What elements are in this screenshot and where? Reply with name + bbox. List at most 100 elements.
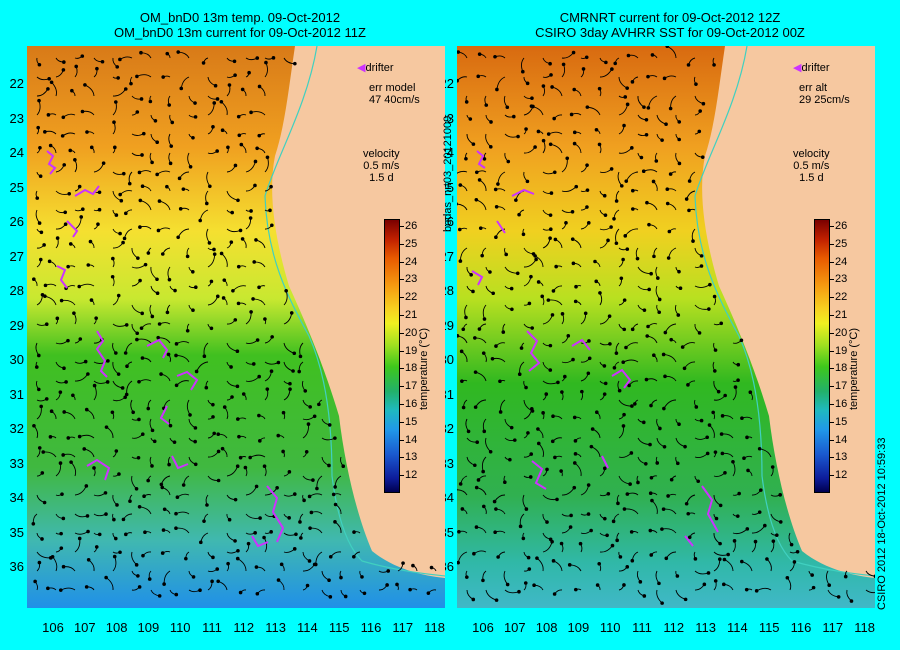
current-vector-head [810,573,814,577]
current-vector-head [645,334,650,338]
current-vector-head [120,386,125,390]
current-vector-head [202,519,206,523]
current-vector-head [255,146,259,151]
current-vector-head [714,516,719,521]
right-map-panel[interactable]: ◀drifter err alt 29 25cm/s velocity 0.5 … [457,46,875,608]
current-vector-head [770,465,775,469]
current-vector-head [83,83,87,87]
current-vector-head [173,288,177,293]
current-vector-head [469,273,473,277]
current-vector-head [165,184,169,189]
current-vector-head [684,501,689,506]
current-vector-head [707,307,711,311]
current-vector-head [174,592,179,597]
current-vector-head [572,415,577,420]
current-vector-head [140,356,145,360]
current-vector-head [488,449,493,454]
current-vector-head [697,331,702,335]
current-vector-head [152,439,157,444]
drifter-track [46,150,57,175]
current-vector-head [122,236,127,241]
left-map-panel[interactable]: ◀drifter err model 47 40cm/s velocity 0.… [27,46,445,608]
current-vector-head [198,218,203,223]
current-vector-head [712,63,716,67]
colorbar-tick-label: 22 [835,291,848,304]
current-vector-head [593,259,597,264]
colorbar-tick-mark [830,439,834,441]
current-vector-head [551,414,555,419]
current-vector-head [59,531,63,536]
current-vector-head [530,96,534,101]
current-vector-head [312,414,317,419]
current-vector-head [118,57,122,62]
current-vector-head [121,171,126,176]
current-vector-head [622,412,626,417]
current-vector-head [138,278,142,283]
current-vector-head [669,337,674,342]
current-vector-head [570,209,575,214]
current-vector-head [63,222,68,227]
current-vector-head [254,484,259,489]
current-vector-head [235,556,240,561]
current-vector-head [308,526,312,530]
current-vector-head [476,478,481,482]
current-vector-head [827,583,832,588]
current-vector-head [630,558,635,563]
latitude-label: 34 [9,490,24,505]
colorbar-tick-label: 25 [835,237,848,250]
longitude-label: 111 [632,620,652,635]
drifter-track [171,455,189,470]
current-vector-head [95,66,99,71]
longitude-label: 116 [790,620,812,635]
current-vector-head [288,381,292,386]
current-vector-head [82,447,87,451]
current-vector-head [204,201,209,206]
current-vector-head [209,279,214,284]
current-vector-head [135,74,139,79]
current-vector-head [135,337,139,342]
current-vector-head [112,517,116,522]
current-vector-head [103,491,108,495]
current-vector-head [78,337,83,341]
current-vector-head [498,379,502,384]
current-vector-head [37,221,42,225]
current-vector-head [533,145,537,149]
current-vector-head [94,545,99,549]
current-vector-head [138,225,142,229]
current-vector-head [496,555,500,559]
current-vector-head [560,390,564,394]
drifter-track [511,188,535,197]
current-vector-head [532,583,536,588]
colorbar-tick-mark [830,279,834,281]
current-vector-head [457,78,459,83]
current-vector-head [141,553,145,558]
current-vector-head [630,80,635,84]
current-vector-head [694,82,698,86]
current-vector-head [504,252,508,257]
current-vector-head [213,83,218,88]
current-vector-head [675,574,680,578]
drifter-track [251,535,269,548]
current-vector-head [281,410,286,415]
current-vector-head [211,415,215,419]
colorbar-tick-label: 15 [405,415,418,428]
current-vector-head [746,468,750,473]
current-vector-head [699,254,704,258]
current-vector-head [135,110,140,114]
current-vector-head [572,87,577,92]
current-vector-head [873,574,875,578]
current-vector-head [457,202,458,206]
current-vector-head [49,80,54,85]
current-vector-head [238,590,243,595]
current-vector-head [61,115,66,120]
current-vector-head [188,413,192,417]
current-vector-head [205,503,209,507]
current-vector-head [67,191,72,196]
current-vector-head [219,251,224,256]
colorbar-tick-label: 20 [835,326,848,339]
current-vector-head [339,575,343,580]
current-vector-head [212,431,217,436]
longitude-label: 106 [42,620,64,635]
current-vector-head [114,100,118,104]
current-vector-head [661,352,666,357]
